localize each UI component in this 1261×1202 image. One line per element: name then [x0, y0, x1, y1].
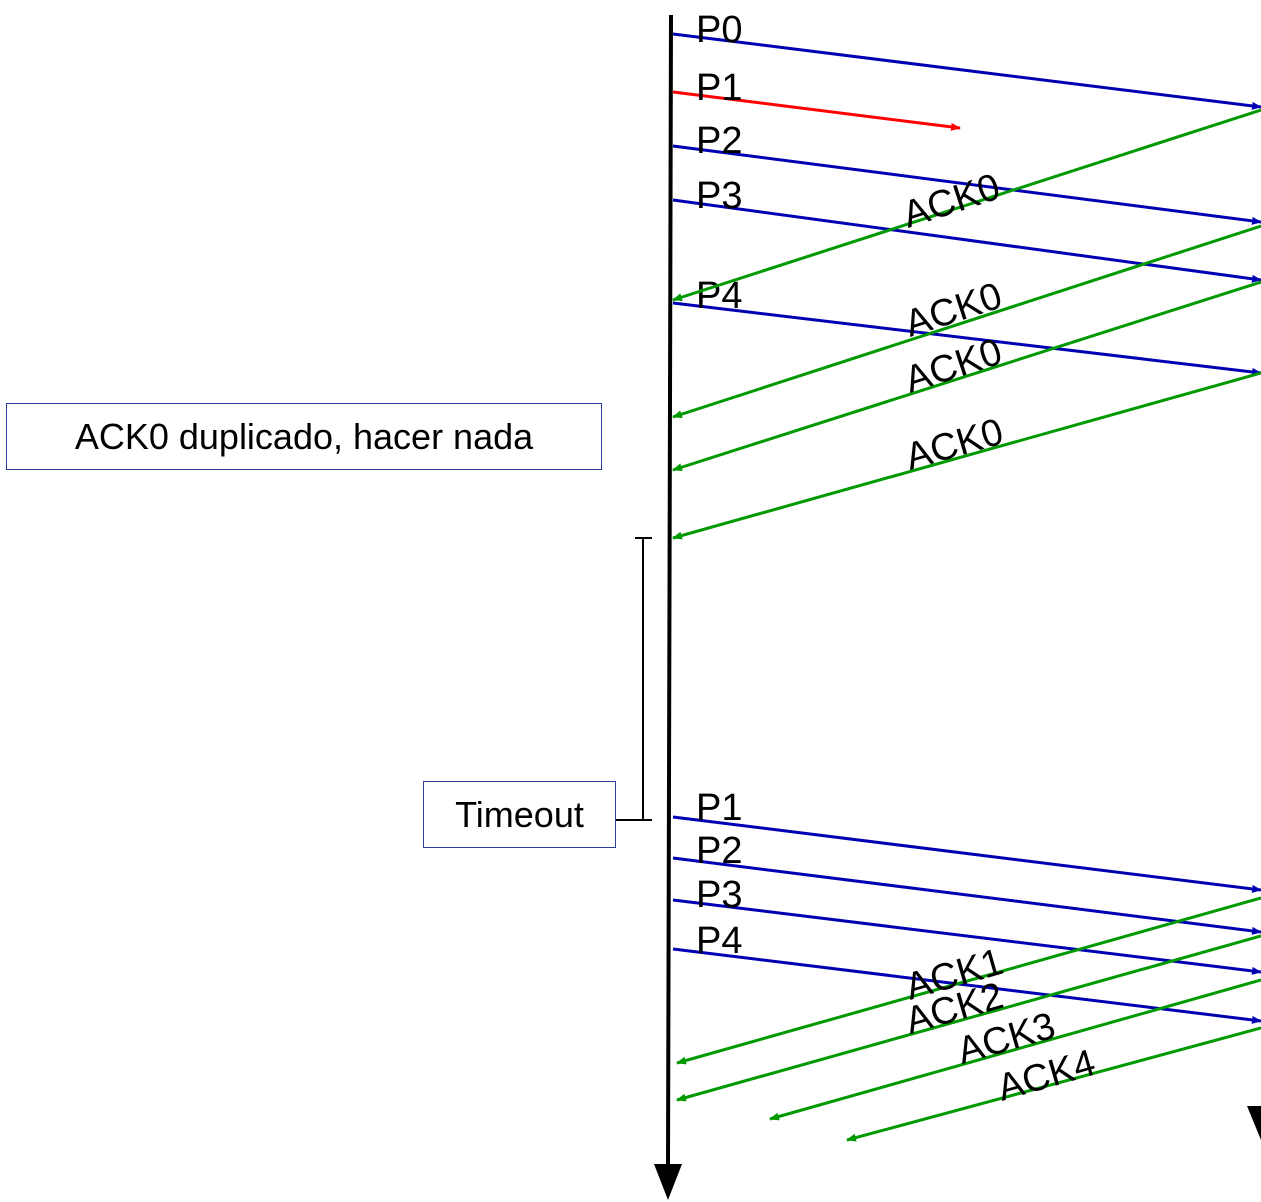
- retx-packet-arrow-p3: [672, 898, 1261, 975]
- ack-arrow-1: [672, 108, 1261, 302]
- first-round-packets: P0 P1 P2 P3 P4: [672, 9, 1261, 376]
- retx-packet-label-p1: P1: [696, 787, 742, 829]
- packet-label-p3: P3: [696, 175, 742, 217]
- duplicate-ack-note: ACK0 duplicado, hacer nada: [6, 403, 602, 470]
- packet-label-p0: P0: [696, 9, 742, 51]
- first-round-acks: ACK0 ACK0 ACK0 ACK0: [672, 108, 1261, 540]
- timeout-note: Timeout: [423, 781, 616, 848]
- ack-arrow-2: [672, 224, 1261, 419]
- packet-arrow-p0: [672, 32, 1261, 110]
- sender-timeline: [666, 14, 673, 1166]
- retx-packet-arrow-p2: [672, 856, 1261, 935]
- packet-label-p4: P4: [696, 275, 742, 317]
- timeout-note-text: Timeout: [455, 793, 584, 835]
- packet-arrow-p4: [672, 301, 1261, 376]
- retx-ack-arrow-2: [676, 934, 1261, 1102]
- retx-packet-arrow-p1: [672, 815, 1261, 893]
- retransmission-acks: ACK1 ACK2 ACK3 ACK4: [676, 896, 1261, 1142]
- timeout-interval-bracket: [616, 537, 652, 821]
- retx-ack-arrow-1: [676, 896, 1261, 1065]
- ack-arrow-4: [672, 371, 1261, 540]
- sender-timeline-arrowhead: [654, 1164, 682, 1200]
- retx-ack-arrow-4: [846, 1026, 1261, 1142]
- ack-label-4: ACK0: [901, 411, 1008, 479]
- duplicate-ack-note-text: ACK0 duplicado, hacer nada: [74, 415, 534, 457]
- retx-packet-label-p3: P3: [696, 874, 742, 916]
- packet-arrow-p1-lost: [672, 90, 961, 131]
- retx-packet-label-p4: P4: [696, 920, 742, 962]
- retx-ack-arrow-3: [769, 978, 1261, 1121]
- receiver-timeline-arrowhead: [1247, 1106, 1261, 1140]
- retx-packet-label-p2: P2: [696, 830, 742, 872]
- packet-arrow-p3: [672, 198, 1261, 283]
- packet-label-p2: P2: [696, 120, 742, 162]
- ack-arrow-3: [672, 280, 1261, 472]
- packet-label-p1: P1: [696, 67, 742, 109]
- packet-arrow-p2: [672, 144, 1261, 225]
